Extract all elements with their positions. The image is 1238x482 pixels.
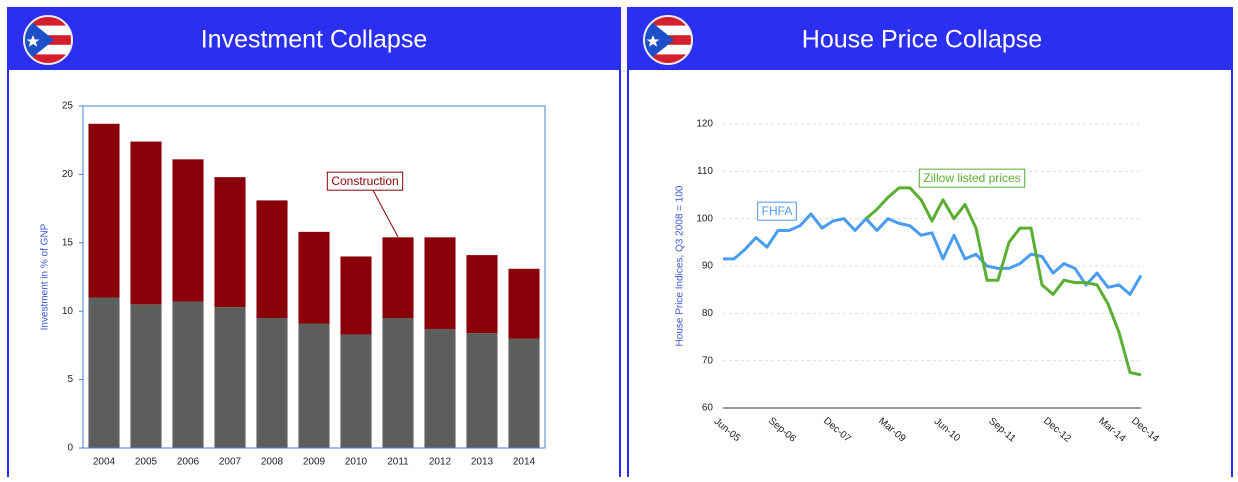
bar-segment xyxy=(172,159,204,302)
bar-segment xyxy=(298,231,330,324)
y-tick-label: 90 xyxy=(702,261,714,272)
label-box xyxy=(757,201,797,221)
x-tick-label: 2013 xyxy=(471,457,494,468)
bar-segment xyxy=(88,123,120,298)
flag-icon xyxy=(643,15,693,65)
y-tick-label: 25 xyxy=(62,101,74,112)
y-tick-label: 110 xyxy=(697,166,713,177)
y-tick-label: 80 xyxy=(702,308,714,319)
y-tick-label: 15 xyxy=(62,237,74,248)
y-tick-label: 5 xyxy=(67,374,73,385)
label-box xyxy=(918,168,1026,188)
y-tick-label: 120 xyxy=(696,119,713,130)
plot-frame xyxy=(82,105,546,449)
chart-title: Investment Collapse xyxy=(201,26,428,54)
bar-segment xyxy=(214,307,246,448)
bar-segment xyxy=(130,304,162,448)
bar-segment xyxy=(88,297,120,448)
x-tick-label: 2005 xyxy=(135,457,158,468)
x-tick-label: 2007 xyxy=(219,457,242,468)
y-axis-label: House Price Indices, Q3 2008 = 100 xyxy=(675,185,686,346)
x-tick-label: 2008 xyxy=(261,457,284,468)
flag-icon xyxy=(23,15,73,65)
bar-segment xyxy=(298,323,330,448)
x-tick-label: 2006 xyxy=(177,457,200,468)
x-tick-label: 2011 xyxy=(387,457,409,468)
y-tick-label: 20 xyxy=(62,169,74,180)
series-label: Construction xyxy=(331,174,398,188)
bar-segment xyxy=(172,301,204,448)
x-tick-label: 2012 xyxy=(429,457,452,468)
chart-title: House Price Collapse xyxy=(802,26,1042,54)
bar-segment xyxy=(340,334,372,448)
panel-header xyxy=(8,8,620,70)
label-box xyxy=(326,171,404,191)
y-axis-label: Investment in % of GNP xyxy=(40,223,51,330)
panel xyxy=(627,7,1233,482)
bar-segment xyxy=(256,200,288,319)
leader-line xyxy=(372,189,399,238)
bar-segment xyxy=(214,177,246,308)
line xyxy=(723,212,1143,296)
series-label: Zillow listed prices xyxy=(923,171,1020,185)
bar-segment xyxy=(424,237,456,329)
x-tick-label: 2004 xyxy=(93,457,116,468)
line xyxy=(865,186,1142,377)
bar-segment xyxy=(466,333,498,448)
bar-segment xyxy=(382,318,414,448)
bar-segment xyxy=(340,256,372,335)
y-tick-label: 60 xyxy=(702,403,714,414)
y-tick-label: 10 xyxy=(62,306,74,317)
series-label: FHFA xyxy=(762,204,793,218)
x-tick-label: 2010 xyxy=(345,457,368,468)
x-tick-label: 2009 xyxy=(303,457,326,468)
y-tick-label: 100 xyxy=(696,213,713,224)
bar-segment xyxy=(382,237,414,319)
bar-segment xyxy=(130,141,162,305)
bar-segment xyxy=(466,255,498,334)
bar-segment xyxy=(256,318,288,448)
bar-segment xyxy=(424,328,456,448)
x-tick-label: 2014 xyxy=(513,457,536,468)
bar-segment xyxy=(508,338,540,448)
y-tick-label: 70 xyxy=(702,355,714,366)
bar-segment xyxy=(508,268,540,339)
panel-header xyxy=(628,8,1232,70)
y-tick-label: 0 xyxy=(67,443,73,454)
